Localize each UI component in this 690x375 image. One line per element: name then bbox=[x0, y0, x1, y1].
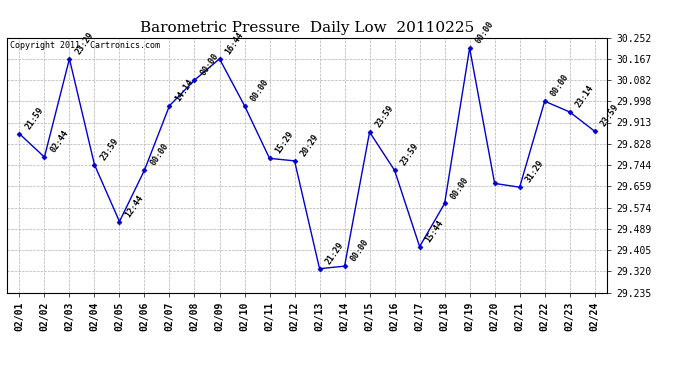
Text: 00:00: 00:00 bbox=[348, 238, 371, 263]
Text: 20:29: 20:29 bbox=[299, 132, 320, 158]
Text: 21:29: 21:29 bbox=[324, 240, 346, 266]
Text: 31:29: 31:29 bbox=[524, 159, 546, 184]
Text: 00:00: 00:00 bbox=[248, 77, 270, 103]
Text: 00:00: 00:00 bbox=[448, 175, 471, 201]
Text: 23:59: 23:59 bbox=[599, 103, 620, 129]
Text: 23:14: 23:14 bbox=[574, 84, 595, 109]
Text: 00:00: 00:00 bbox=[199, 52, 220, 77]
Text: 23:59: 23:59 bbox=[374, 104, 395, 129]
Text: 00:00: 00:00 bbox=[474, 20, 495, 45]
Title: Barometric Pressure  Daily Low  20110225: Barometric Pressure Daily Low 20110225 bbox=[140, 21, 474, 35]
Text: 23:59: 23:59 bbox=[399, 142, 420, 168]
Text: 23:29: 23:29 bbox=[74, 30, 95, 56]
Text: Copyright 2011  Cartronics.com: Copyright 2011 Cartronics.com bbox=[10, 41, 160, 50]
Text: 00:00: 00:00 bbox=[148, 142, 170, 167]
Text: 02:44: 02:44 bbox=[48, 129, 70, 154]
Text: 15:29: 15:29 bbox=[274, 130, 295, 156]
Text: 14:14: 14:14 bbox=[174, 77, 195, 103]
Text: 16:44: 16:44 bbox=[224, 30, 246, 56]
Text: 21:59: 21:59 bbox=[23, 105, 46, 131]
Text: 15:44: 15:44 bbox=[424, 218, 446, 244]
Text: 23:59: 23:59 bbox=[99, 136, 120, 162]
Text: 00:00: 00:00 bbox=[549, 73, 571, 98]
Text: 12:44: 12:44 bbox=[124, 193, 146, 219]
